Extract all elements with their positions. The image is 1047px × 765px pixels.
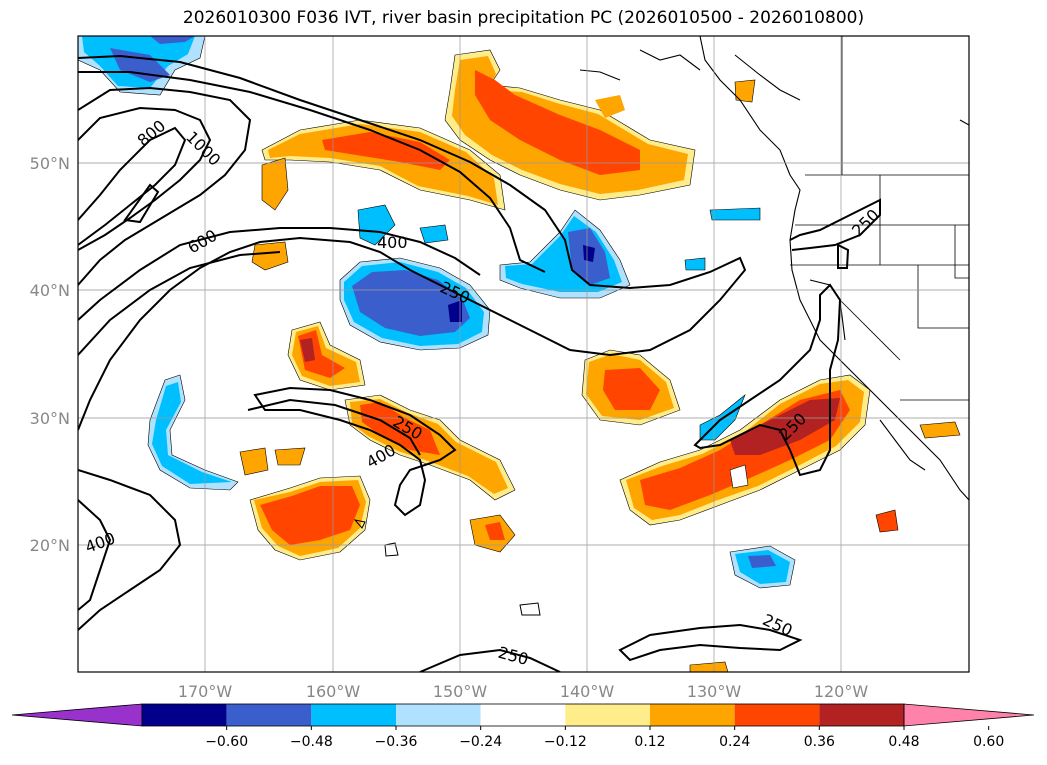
colorbar-segment — [311, 704, 396, 726]
pc-shading — [78, 36, 961, 672]
colorbar-segment — [565, 704, 650, 726]
map-frame — [77, 35, 970, 673]
colorbar-tick-label: 0.24 — [719, 734, 750, 750]
colorbar-frame — [141, 703, 905, 727]
hawaii-islands — [353, 519, 541, 616]
colorbar-tick-label: −0.36 — [375, 734, 418, 750]
colorbar-segment — [480, 704, 566, 726]
colorbar-tick-label: −0.60 — [205, 734, 248, 750]
colorbar-segment — [142, 704, 227, 726]
lon-label-120w: 120°W — [814, 682, 869, 701]
colorbar-segment — [226, 704, 312, 726]
colorbar-segment — [819, 704, 904, 726]
colorbar-tick-label: 0.12 — [634, 734, 665, 750]
colorbar-tick-label: −0.12 — [544, 734, 587, 750]
colorbar-extend-low — [11, 703, 143, 727]
lon-label-150w: 150°W — [433, 682, 488, 701]
contour-label: 400 — [377, 233, 408, 252]
colorbar-segment — [396, 704, 481, 726]
lat-label-50n: 50°N — [30, 154, 70, 173]
colorbar-segment — [734, 704, 820, 726]
latitude-labels: 50°N 40°N 30°N 20°N — [30, 154, 70, 555]
colorbar-tick-label: −0.48 — [290, 734, 333, 750]
ivt-contours — [78, 54, 881, 672]
longitude-labels: 170°W 160°W 150°W 140°W 130°W 120°W — [178, 682, 869, 701]
colorbar-tick-label: −0.24 — [459, 734, 502, 750]
lat-label-30n: 30°N — [30, 409, 70, 428]
state-borders — [790, 36, 969, 401]
colorbar-extend-high — [903, 703, 1035, 727]
lon-label-140w: 140°W — [560, 682, 615, 701]
lon-label-130w: 130°W — [687, 682, 742, 701]
colorbar: −0.60 −0.48 −0.36 −0.24 −0.12 0.12 0.24 0.36 0.4… — [11, 703, 1035, 750]
colorbar-tick-label: 0.48 — [888, 734, 919, 750]
gridlines — [78, 36, 969, 672]
lon-label-170w: 170°W — [178, 682, 233, 701]
coastlines — [579, 36, 969, 501]
lon-label-160w: 160°W — [306, 682, 361, 701]
colorbar-tick-label: 0.60 — [973, 734, 1004, 750]
colorbar-tick-label: 0.36 — [804, 734, 835, 750]
map-title: 2026010300 F036 IVT, river basin precipi… — [182, 8, 865, 28]
lat-label-40n: 40°N — [30, 281, 70, 300]
lat-label-20n: 20°N — [30, 536, 70, 555]
colorbar-segment — [650, 704, 735, 726]
